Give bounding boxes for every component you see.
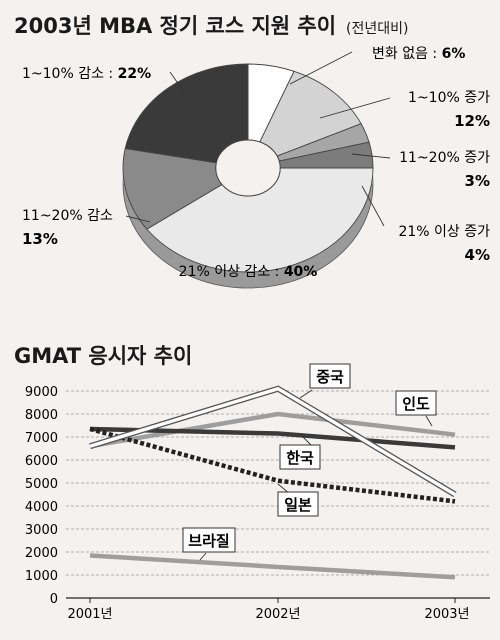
y-tick-label-6000: 6000 bbox=[25, 454, 58, 469]
pie-label-decrease-21plus: 21% 이상 감소 : 40% bbox=[179, 264, 318, 280]
series-pointer-korea bbox=[301, 435, 313, 447]
y-tick-label-0: 0 bbox=[50, 592, 58, 607]
series-pointer-india bbox=[425, 415, 433, 427]
series-tag-box-korea bbox=[279, 444, 321, 470]
series-line-india bbox=[89, 411, 456, 449]
pie-label-decrease-11-20: 11~20% 감소 bbox=[22, 208, 113, 224]
pie-chart-subtitle: (전년대비) bbox=[346, 21, 408, 37]
pie-label-name: 변화 없음 : bbox=[372, 46, 442, 62]
y-tick-label-3000: 3000 bbox=[25, 523, 58, 538]
pie-leader-increase-1-10 bbox=[319, 97, 391, 119]
series-label-korea: 한국 bbox=[286, 449, 314, 467]
pie-labels: 변화 없음 : 6% 1~10% 증가 12% 11~20% 증가 3% 21% 이상 증… bbox=[22, 46, 490, 280]
series-line-brazil bbox=[89, 553, 456, 580]
pie-label-name: 1~10% 감소 : bbox=[22, 66, 118, 82]
series-label-brazil: 브라질 bbox=[188, 532, 229, 550]
pie-leader-lines bbox=[125, 51, 391, 227]
pie-value-increase-1-10: 12% bbox=[454, 112, 490, 130]
pie-label-decrease-1-10: 1~10% 감소 : 22% bbox=[22, 66, 151, 82]
pie-slices bbox=[122, 63, 374, 273]
x-tick-label-0: 2001년 bbox=[67, 607, 112, 622]
series-tag-box-japan bbox=[277, 491, 319, 517]
series-label-india: 인도 bbox=[402, 395, 430, 413]
pie-label-name: 21% 이상 감소 : bbox=[179, 264, 284, 280]
pie-label-increase-1-10: 1~10% 증가 bbox=[408, 90, 490, 106]
series-label-japan: 일본 bbox=[284, 496, 312, 514]
pie-label-no-change: 변화 없음 : 6% bbox=[372, 46, 465, 62]
pie-value-decrease-11-20: 13% bbox=[22, 230, 58, 248]
pie-leader-increase-11-20 bbox=[351, 153, 391, 159]
pie-label-increase-11-20: 11~20% 증가 bbox=[399, 150, 490, 166]
y-tick-label-4000: 4000 bbox=[25, 500, 58, 515]
series-pointer-china bbox=[299, 389, 313, 399]
pie-label-value: 22% bbox=[118, 66, 152, 82]
pie-leader-decrease-1-10 bbox=[169, 71, 185, 93]
pie-value-increase-11-20: 3% bbox=[465, 172, 490, 190]
x-tick-label-1: 2002년 bbox=[255, 607, 300, 622]
series-label-china: 중국 bbox=[316, 368, 344, 386]
y-tick-label-1000: 1000 bbox=[25, 569, 58, 584]
y-tick-label-5000: 5000 bbox=[25, 477, 58, 492]
pie-label-value: 40% bbox=[284, 264, 318, 280]
series-pointer-brazil bbox=[199, 552, 207, 561]
x-tick-label-2: 2003년 bbox=[424, 607, 469, 622]
pie-leader-increase-21plus bbox=[361, 185, 385, 227]
series-tag-box-china bbox=[309, 363, 351, 389]
series-tag-box-brazil bbox=[182, 527, 236, 553]
pie-label-increase-21plus: 21% 이상 증가 bbox=[398, 224, 490, 240]
line-chart-title: GMAT 응시자 추이 bbox=[14, 344, 192, 368]
series-line-china bbox=[89, 386, 456, 496]
pie-label-value: 6% bbox=[442, 46, 466, 62]
pie-leader-decrease-11-20 bbox=[125, 215, 151, 223]
y-tick-label-2000: 2000 bbox=[25, 546, 58, 561]
pie-value-increase-21plus: 4% bbox=[465, 246, 490, 264]
line-chart-axes: 0 1000 2000 3000 4000 5000 6000 7000 8000 9000 200… bbox=[25, 385, 490, 622]
y-tick-label-8000: 8000 bbox=[25, 408, 58, 423]
pie-leader-no-change bbox=[289, 51, 353, 85]
line-chart-series bbox=[89, 385, 457, 580]
line-chart-grid bbox=[66, 390, 490, 576]
series-line-japan bbox=[89, 426, 456, 504]
pie-center-hole bbox=[215, 139, 281, 197]
pie-chart-title: 2003년 MBA 정기 코스 지원 추이 bbox=[14, 14, 336, 38]
series-tag-box-india bbox=[395, 390, 437, 416]
y-tick-label-9000: 9000 bbox=[25, 385, 58, 400]
y-tick-label-7000: 7000 bbox=[25, 431, 58, 446]
series-line-korea bbox=[89, 426, 456, 450]
